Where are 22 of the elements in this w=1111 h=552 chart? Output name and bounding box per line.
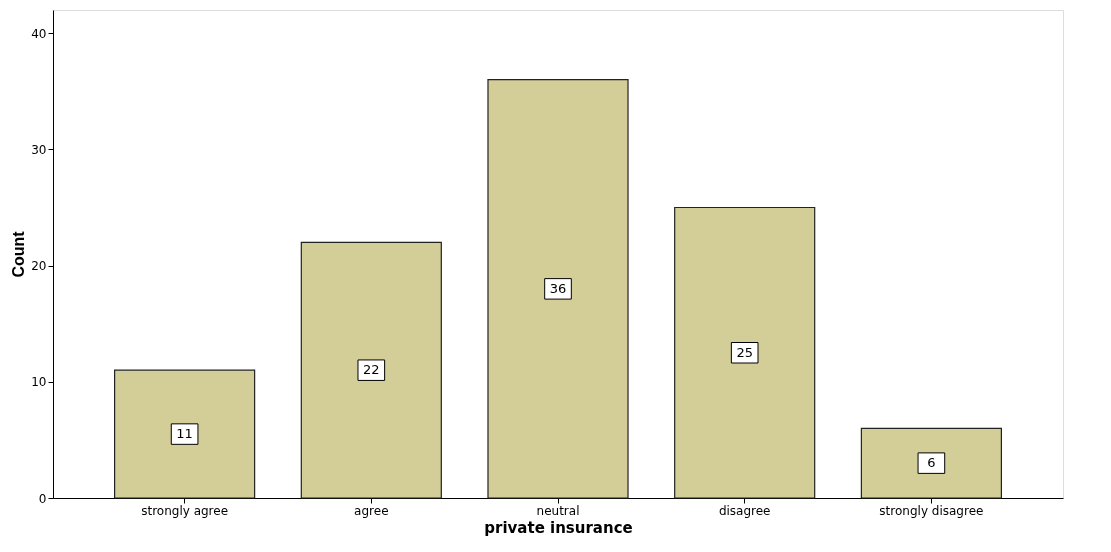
- y-tick-label: 20: [31, 259, 47, 274]
- x-axis-title: private insurance: [484, 518, 633, 537]
- bar: [114, 369, 256, 499]
- y-tick-label: 40: [31, 26, 47, 41]
- y-tick-label: 30: [31, 142, 47, 157]
- bar: [674, 206, 816, 499]
- data-label: 11: [176, 426, 193, 442]
- data-label: 6: [927, 455, 936, 471]
- x-tick-label: neutral: [536, 503, 580, 518]
- bar: [487, 79, 629, 499]
- x-tick-label: disagree: [718, 503, 771, 518]
- x-tick-label: strongly agree: [141, 503, 229, 518]
- y-tick-label: 0: [38, 491, 47, 506]
- data-label: 25: [736, 344, 753, 360]
- bar: [300, 241, 442, 499]
- y-tick-label: 10: [31, 375, 47, 390]
- x-tick-label: strongly disagree: [879, 503, 984, 518]
- x-tick-label: agree: [354, 503, 389, 518]
- bar: [860, 427, 1002, 499]
- data-label: 36: [549, 280, 567, 296]
- y-axis-title: Count: [10, 230, 28, 278]
- data-label: 22: [363, 362, 380, 378]
